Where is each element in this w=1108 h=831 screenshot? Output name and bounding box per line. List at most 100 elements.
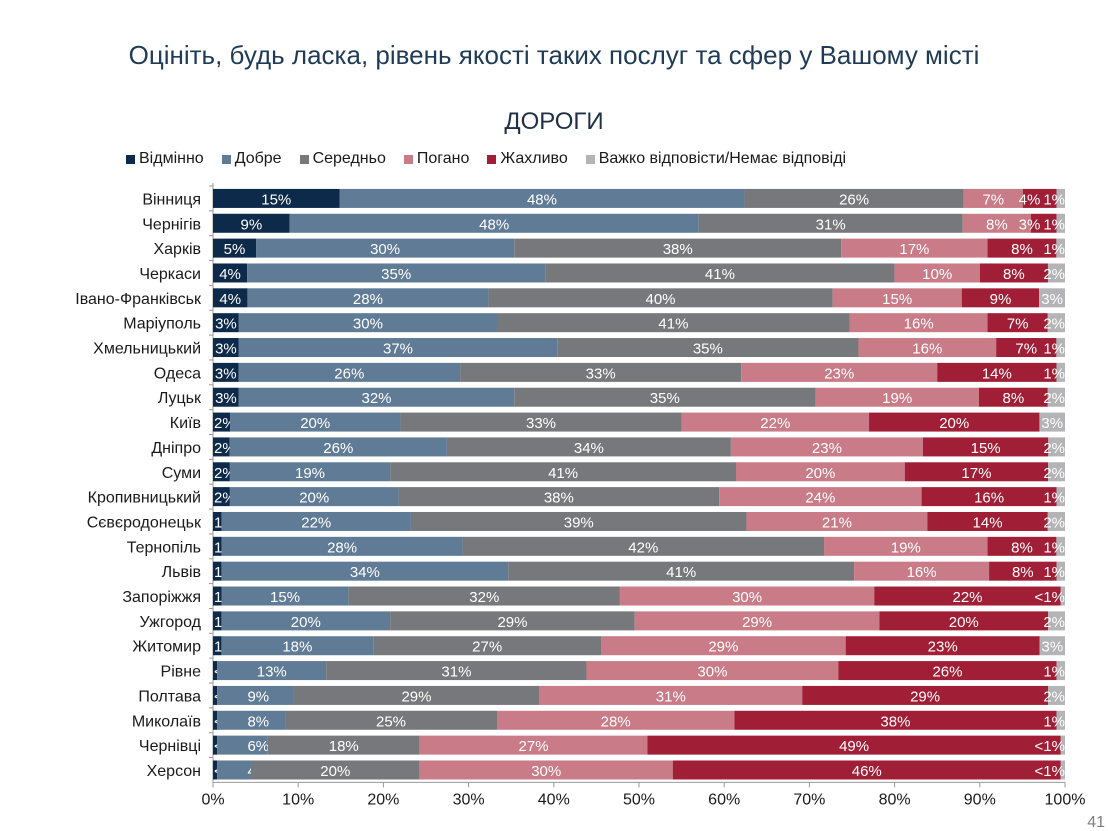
bar-segment [746, 511, 928, 531]
bar-segment [1048, 437, 1065, 457]
page-title: Оцініть, будь ласка, рівень якості таких… [128, 40, 980, 70]
bar-segment [508, 561, 855, 581]
bar-segment [681, 412, 870, 432]
bar-segment [238, 338, 558, 358]
data-label: 19% [295, 465, 325, 482]
bar-segment [1056, 536, 1065, 556]
bar-segment [1047, 263, 1065, 283]
bar-segment [1048, 611, 1065, 631]
bar-segment [858, 338, 997, 358]
data-label: 33% [526, 415, 556, 432]
bar-segment [962, 213, 1031, 233]
bar-segment [213, 188, 340, 208]
legend-item: Відмінно [126, 150, 204, 168]
legend-swatch [585, 154, 595, 164]
data-label: 34% [350, 564, 380, 581]
category-label: Кропивницький [88, 490, 201, 507]
data-label: 15% [882, 291, 912, 308]
data-label: 26% [839, 191, 869, 208]
data-label: 6% [247, 738, 269, 755]
legend: Відмінно Добре Середньо Погано Жахливо Важко … [126, 150, 846, 168]
data-label: 8% [1003, 266, 1025, 283]
x-tick-label: 80% [879, 791, 911, 808]
bar-segment [221, 636, 374, 656]
bar-segment [289, 213, 699, 233]
data-label: 22% [760, 415, 790, 432]
bar-segment [979, 263, 1048, 283]
bar-segment [1039, 412, 1065, 432]
bar-segment [326, 661, 587, 681]
data-label: 38% [544, 490, 574, 507]
data-label: 1% [1043, 490, 1065, 507]
bar-segment [832, 288, 962, 308]
data-label: 1% [1043, 713, 1065, 730]
bar-segment [672, 760, 1061, 780]
bar-segment [545, 263, 895, 283]
bar-segment [213, 387, 239, 407]
bar-segment [398, 487, 720, 507]
bar-segment [854, 561, 990, 581]
category-label: Рівне [161, 664, 202, 681]
bar-segment [1048, 685, 1065, 705]
bar-segment [348, 586, 620, 606]
bar-segment [213, 338, 239, 358]
bar-segment [247, 288, 489, 308]
legend-swatch [221, 154, 231, 164]
bar-segment [213, 685, 218, 705]
bar-segment [213, 661, 218, 681]
bar-segment [213, 636, 222, 656]
bar-segment [619, 586, 875, 606]
bar-segment [963, 188, 1023, 208]
x-tick-label: 100% [1045, 791, 1086, 808]
data-label: 13% [257, 664, 287, 681]
bar-segment [730, 437, 923, 457]
bar-segment [410, 511, 747, 531]
bar-segment [634, 611, 880, 631]
bar-segment [736, 462, 905, 482]
bar-segment [849, 313, 988, 333]
data-label: 26% [334, 365, 364, 382]
data-label: 2% [1043, 614, 1065, 631]
legend-label: Жахливо [500, 150, 568, 167]
data-label: 1% [1043, 216, 1065, 233]
bar-segment [221, 586, 349, 606]
bar-segment [217, 661, 327, 681]
data-label: 1% [1043, 664, 1065, 681]
data-label: 8% [1011, 241, 1033, 258]
bar-segment [978, 387, 1048, 407]
bar-segment [1039, 288, 1065, 308]
data-label: 2% [1043, 465, 1065, 482]
data-label: 3% [1019, 216, 1041, 233]
category-label: Чернівці [139, 738, 201, 755]
bar-segment [539, 685, 803, 705]
data-label: 16% [912, 341, 942, 358]
data-label: <1% [1035, 763, 1065, 780]
data-label: 8% [1003, 390, 1025, 407]
bar-segment [497, 710, 735, 730]
legend-item: Погано [403, 150, 469, 168]
data-label: 15% [971, 440, 1001, 457]
bar-segment [419, 735, 648, 755]
data-label: 32% [469, 589, 499, 606]
data-label: 10% [922, 266, 952, 283]
data-label: 14% [982, 365, 1012, 382]
category-label: Дніпро [151, 440, 201, 457]
x-tick-label: 60% [708, 791, 740, 808]
bar-segment [1056, 213, 1065, 233]
bar-segment [460, 362, 742, 382]
bar-segment [1047, 387, 1065, 407]
bar-segment [213, 288, 248, 308]
data-label: 23% [812, 440, 842, 457]
bar-segment [1056, 362, 1065, 382]
bar-segment [1047, 511, 1065, 531]
bar-segment [1056, 238, 1065, 258]
data-label: 3% [1041, 415, 1063, 432]
data-label: 30% [370, 241, 400, 258]
data-label: 30% [353, 316, 383, 333]
data-label: 18% [282, 639, 312, 656]
bar-segment [845, 636, 1040, 656]
bar-segment [987, 238, 1057, 258]
bar-segment [488, 288, 833, 308]
data-label: 20% [291, 614, 321, 631]
